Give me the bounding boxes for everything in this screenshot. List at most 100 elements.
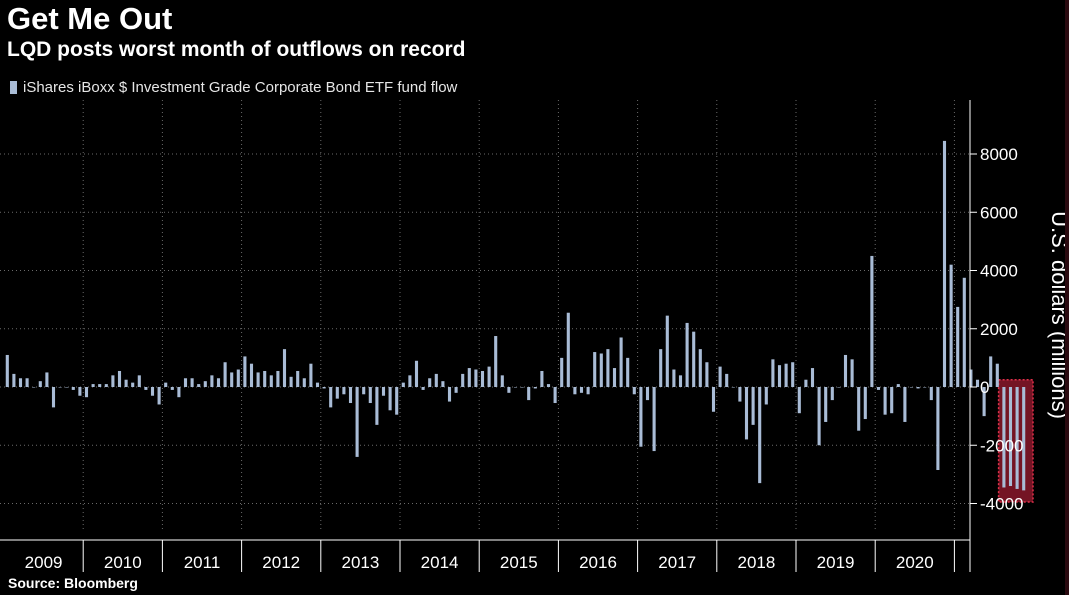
bar	[956, 306, 960, 387]
bar	[51, 387, 56, 408]
x-tick-label: 2015	[500, 553, 538, 572]
y-tick-label: -4000	[980, 495, 1023, 514]
bar	[348, 387, 353, 404]
bar	[381, 387, 386, 396]
bar	[579, 387, 584, 393]
bar	[388, 387, 392, 411]
bar	[599, 353, 603, 387]
bar	[738, 387, 742, 402]
bar	[335, 387, 339, 399]
bar	[540, 370, 544, 387]
bar	[289, 376, 293, 387]
bar	[414, 360, 419, 387]
bar	[487, 366, 491, 387]
x-tick-label: 2011	[184, 553, 221, 572]
legend-swatch	[10, 81, 17, 94]
bar	[256, 372, 260, 387]
bar	[38, 381, 42, 387]
y-tick-label: 6000	[980, 203, 1018, 222]
x-tick-label: 2013	[341, 553, 379, 572]
bar	[210, 375, 214, 387]
bar	[434, 373, 438, 387]
highlight-bar	[1002, 387, 1006, 488]
y-axis-label: U.S. dollars (millions)	[1047, 211, 1069, 419]
bar	[850, 359, 854, 387]
bar	[355, 387, 359, 457]
y-tick-label: -2000	[980, 436, 1023, 455]
bar	[183, 378, 188, 387]
bar	[619, 337, 623, 387]
bar	[969, 369, 973, 387]
bar	[593, 352, 597, 387]
source-note: Source: Bloomberg	[8, 575, 138, 591]
bar	[962, 277, 966, 387]
bar	[751, 387, 755, 425]
bar	[276, 370, 280, 387]
x-tick-label: 2009	[25, 553, 63, 572]
bar	[586, 387, 590, 395]
y-tick-label: 8000	[980, 145, 1018, 164]
bar	[98, 384, 102, 387]
bar	[903, 387, 907, 422]
bar	[507, 387, 511, 393]
bar	[441, 381, 445, 387]
x-tick-label: 2016	[579, 553, 617, 572]
bar	[705, 362, 709, 387]
bar	[744, 387, 749, 440]
bar	[58, 387, 62, 388]
bar	[269, 375, 273, 387]
highlight-bar	[1008, 387, 1013, 487]
bar	[315, 382, 320, 387]
bar	[942, 140, 947, 387]
bar	[612, 368, 617, 387]
bar	[428, 378, 432, 387]
bar	[203, 381, 207, 387]
chart-title: Get Me Out	[7, 1, 173, 36]
bar	[170, 387, 174, 390]
bar	[408, 375, 412, 387]
bar	[731, 387, 735, 388]
bar	[480, 370, 485, 387]
bar	[870, 255, 874, 387]
bar	[362, 387, 366, 395]
bar	[929, 387, 933, 401]
x-tick-label: 2019	[817, 553, 855, 572]
bar	[817, 387, 821, 446]
bar	[830, 387, 834, 401]
bar	[131, 382, 135, 387]
bar	[309, 363, 313, 387]
bar	[164, 382, 168, 387]
bar	[685, 322, 689, 387]
bar	[810, 368, 815, 387]
bar	[560, 357, 564, 387]
bar	[500, 375, 504, 387]
bar	[896, 384, 900, 387]
bar	[843, 354, 848, 387]
bar	[45, 372, 49, 387]
bar	[758, 387, 762, 484]
bar	[692, 331, 696, 387]
x-tick-label: 2010	[104, 553, 142, 572]
bar	[375, 387, 379, 425]
bar	[995, 363, 999, 387]
bar	[527, 387, 531, 401]
bar	[863, 387, 867, 420]
bar	[368, 387, 372, 404]
bar	[111, 375, 115, 387]
highlight-layer	[997, 378, 1034, 503]
bar	[916, 387, 920, 389]
bar	[329, 387, 333, 408]
bar	[190, 378, 194, 387]
bar	[520, 387, 524, 388]
bar	[857, 387, 861, 431]
bar	[197, 384, 201, 387]
bar	[606, 349, 610, 387]
bar	[421, 387, 425, 390]
bar	[989, 356, 993, 387]
bar	[84, 387, 89, 398]
highlight-bar	[1022, 387, 1026, 491]
bar	[513, 387, 518, 388]
bar	[91, 384, 95, 387]
bar	[804, 379, 808, 387]
right-edge	[1065, 0, 1069, 595]
